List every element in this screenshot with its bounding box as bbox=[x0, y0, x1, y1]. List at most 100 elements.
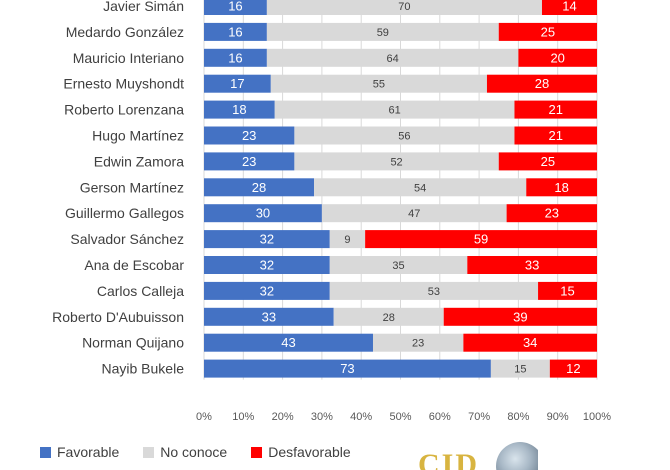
category-label: Ana de Escobar bbox=[84, 257, 184, 273]
bar-segment-no-conoce bbox=[321, 204, 507, 223]
category-label: Roberto D'Aubuisson bbox=[52, 309, 184, 325]
data-label: 61 bbox=[388, 105, 400, 117]
bar-segment-no-conoce bbox=[294, 126, 515, 145]
category-label: Guillermo Gallegos bbox=[65, 205, 184, 221]
bar-segment-favorable bbox=[204, 307, 334, 326]
data-label: 16 bbox=[228, 24, 242, 39]
legend-item-desfavorable: Desfavorable bbox=[251, 444, 351, 460]
bar-segment-favorable bbox=[204, 281, 330, 300]
x-tick-label: 30% bbox=[311, 411, 333, 423]
data-label: 70 bbox=[398, 1, 410, 13]
data-label: 25 bbox=[541, 154, 555, 169]
data-label: 15 bbox=[560, 283, 574, 298]
legend-item-no-conoce: No conoce bbox=[143, 444, 227, 460]
bar-segment-desfavorable bbox=[463, 333, 597, 352]
category-label: Salvador Sánchez bbox=[70, 231, 184, 247]
data-label: 23 bbox=[412, 338, 424, 350]
data-label: 17 bbox=[230, 76, 244, 91]
bar-segment-no-conoce bbox=[266, 0, 542, 15]
data-label: 52 bbox=[390, 156, 402, 168]
data-label: 59 bbox=[377, 27, 389, 39]
bar-segment-no-conoce bbox=[490, 359, 550, 378]
data-label: 33 bbox=[262, 309, 276, 324]
data-label: 14 bbox=[562, 0, 576, 14]
bar-segment-favorable bbox=[204, 204, 322, 223]
data-label: 35 bbox=[392, 260, 404, 272]
data-label: 54 bbox=[414, 182, 426, 194]
data-label: 28 bbox=[383, 312, 395, 324]
data-label: 20 bbox=[550, 50, 564, 65]
data-label: 43 bbox=[281, 335, 295, 350]
bar-segment-favorable bbox=[204, 152, 295, 171]
bar-segment-desfavorable bbox=[518, 48, 597, 67]
x-tick-label: 10% bbox=[232, 411, 254, 423]
data-label: 33 bbox=[525, 258, 539, 273]
data-label: 64 bbox=[387, 53, 399, 65]
legend-label-desfavorable: Desfavorable bbox=[268, 444, 351, 460]
legend-label-favorable: Favorable bbox=[57, 444, 120, 460]
data-label: 47 bbox=[408, 208, 420, 220]
bar-segment-favorable bbox=[204, 48, 267, 67]
bar-segment-favorable bbox=[204, 22, 267, 41]
bar-segment-no-conoce bbox=[294, 152, 499, 171]
bar-segment-favorable bbox=[204, 256, 330, 274]
bar-segment-no-conoce bbox=[314, 178, 527, 197]
bar-segment-desfavorable bbox=[498, 152, 597, 171]
x-tick-label: 70% bbox=[468, 411, 490, 423]
bar-segment-no-conoce bbox=[329, 230, 366, 249]
category-label: Ernesto Muyshondt bbox=[63, 76, 184, 92]
bar-segment-favorable bbox=[204, 100, 275, 119]
bar-segment-desfavorable bbox=[549, 359, 597, 378]
data-label: 32 bbox=[260, 258, 274, 273]
bar-segment-no-conoce bbox=[266, 22, 499, 41]
bar-segment-desfavorable bbox=[498, 22, 597, 41]
data-label: 32 bbox=[260, 232, 274, 247]
bar-segment-favorable bbox=[204, 333, 373, 352]
bar-segment-no-conoce bbox=[270, 74, 487, 93]
legend-label-no-conoce: No conoce bbox=[160, 444, 228, 460]
bar-segment-desfavorable bbox=[538, 281, 597, 300]
bar-segment-desfavorable bbox=[443, 307, 597, 326]
x-tick-label: 80% bbox=[507, 411, 529, 423]
category-label: Nayib Bukele bbox=[102, 361, 185, 377]
x-tick-label: 90% bbox=[547, 411, 569, 423]
data-label: 23 bbox=[545, 206, 559, 221]
data-label: 59 bbox=[474, 232, 488, 247]
x-tick-label: 60% bbox=[429, 411, 451, 423]
x-tick-label: 100% bbox=[583, 411, 611, 423]
globe-icon bbox=[496, 442, 538, 470]
bar-segment-no-conoce bbox=[329, 281, 539, 300]
category-label: Gerson Martínez bbox=[80, 179, 184, 195]
data-label: 30 bbox=[256, 206, 270, 221]
data-label: 12 bbox=[566, 361, 580, 376]
data-label: 56 bbox=[398, 131, 410, 143]
cid-logo: CID bbox=[418, 440, 538, 470]
bar-segment-no-conoce bbox=[266, 48, 519, 67]
category-label: Carlos Calleja bbox=[97, 283, 184, 299]
data-label: 16 bbox=[228, 50, 242, 65]
data-label: 55 bbox=[373, 79, 385, 91]
bar-segment-favorable bbox=[204, 126, 295, 145]
category-label: Edwin Zamora bbox=[94, 153, 184, 169]
legend-swatch-favorable bbox=[40, 446, 51, 458]
data-label: 9 bbox=[344, 234, 350, 246]
data-label: 39 bbox=[513, 309, 527, 324]
bar-segment-desfavorable bbox=[365, 230, 597, 249]
data-label: 23 bbox=[242, 128, 256, 143]
data-label: 28 bbox=[535, 76, 549, 91]
data-label: 53 bbox=[428, 286, 440, 298]
legend: Favorable No conoce Desfavorable bbox=[40, 444, 351, 460]
category-label: Norman Quijano bbox=[82, 335, 184, 351]
bar-segment-desfavorable bbox=[514, 126, 597, 145]
bar-segment-favorable bbox=[204, 359, 491, 378]
legend-swatch-desfavorable bbox=[251, 446, 263, 458]
bar-segment-desfavorable bbox=[506, 204, 597, 223]
data-label: 18 bbox=[554, 180, 568, 195]
bar-segment-no-conoce bbox=[372, 333, 464, 352]
legend-item-favorable: Favorable bbox=[40, 444, 119, 460]
data-label: 25 bbox=[541, 24, 555, 39]
x-tick-label: 40% bbox=[350, 411, 372, 423]
data-label: 18 bbox=[232, 102, 246, 117]
data-label: 16 bbox=[228, 0, 242, 14]
data-label: 73 bbox=[340, 361, 354, 376]
